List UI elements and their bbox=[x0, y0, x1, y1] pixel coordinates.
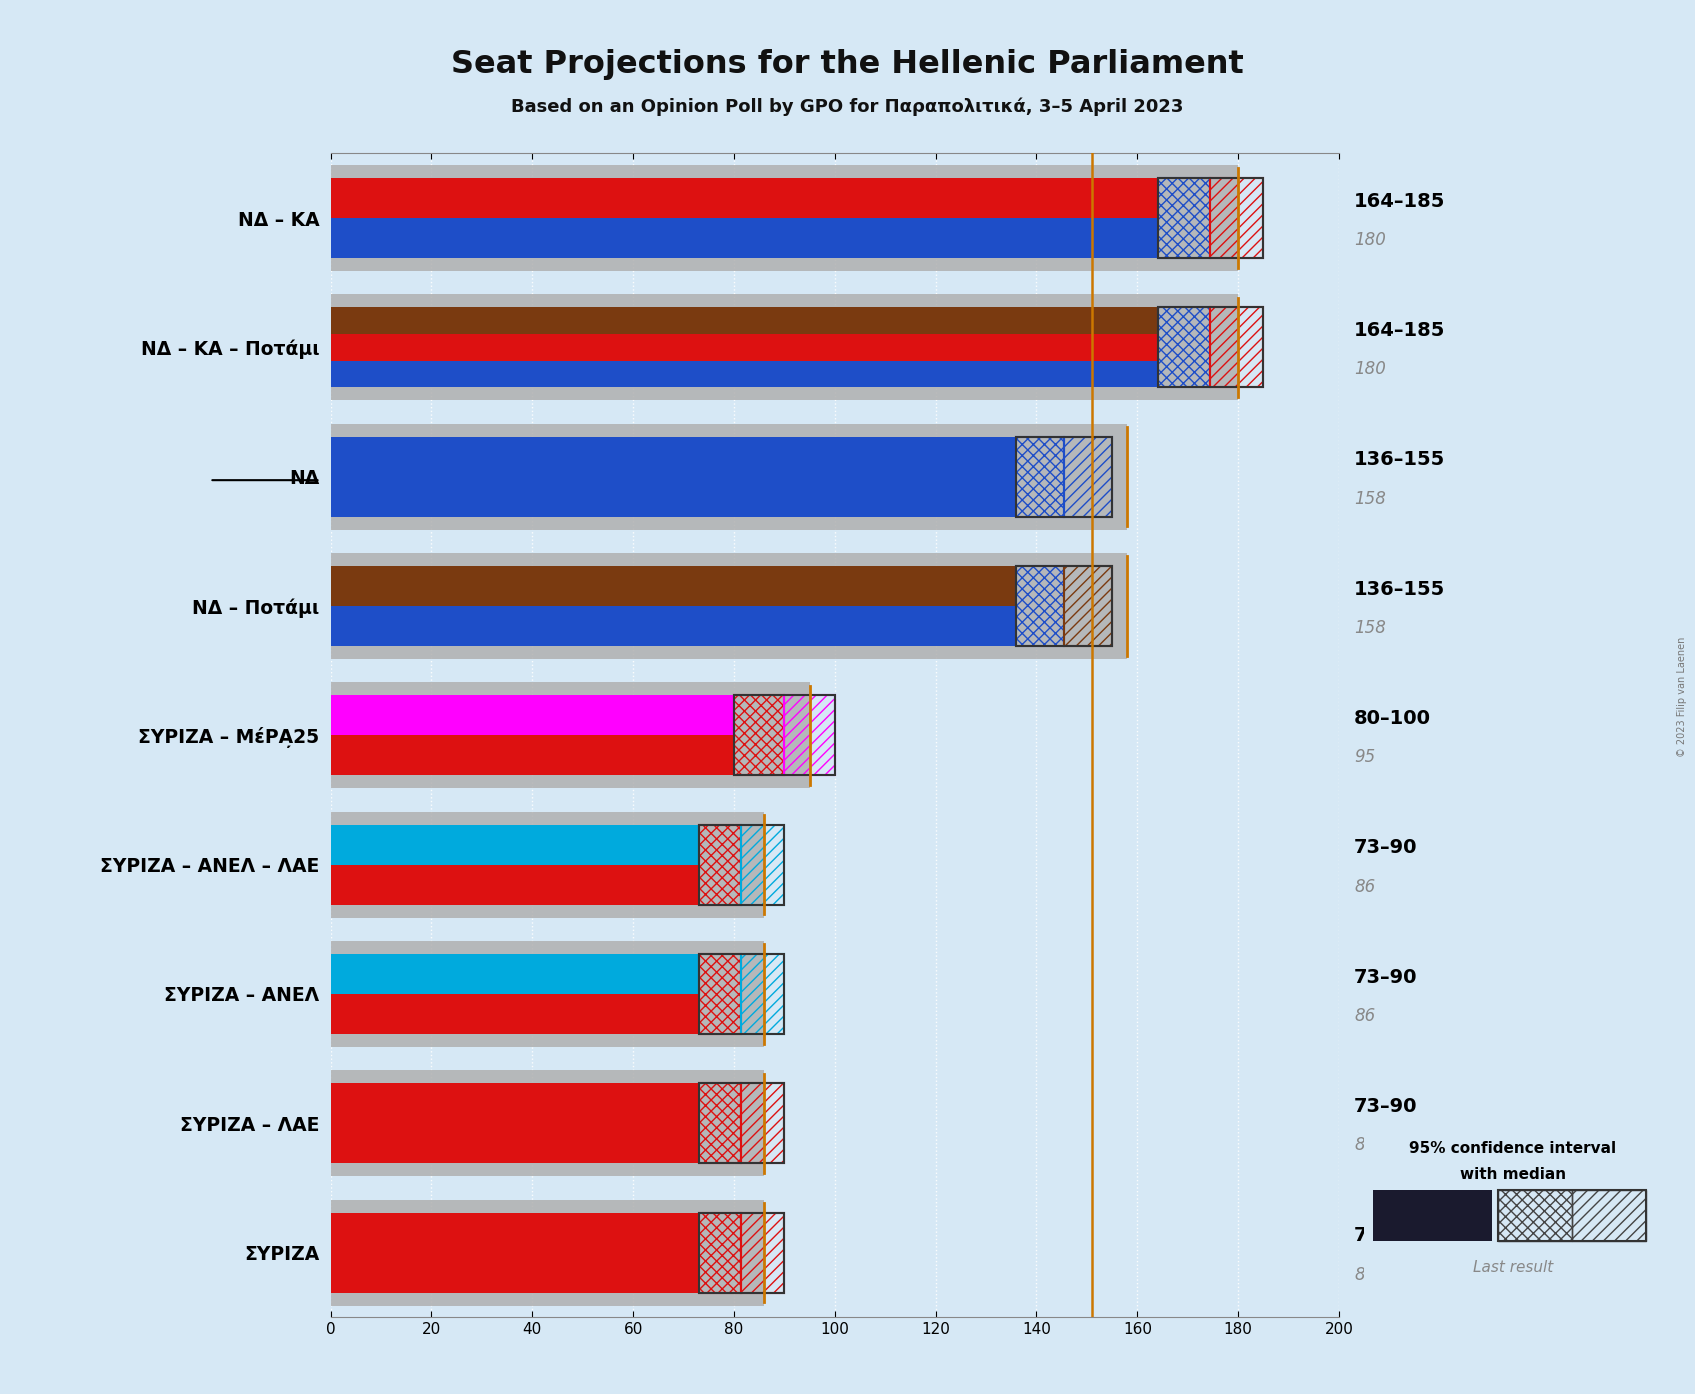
Bar bbox=[1017, 566, 1064, 645]
Bar bbox=[698, 953, 741, 1034]
Bar bbox=[331, 361, 1158, 388]
Bar bbox=[1158, 178, 1210, 258]
Bar bbox=[331, 307, 1158, 335]
Text: 136–155: 136–155 bbox=[1354, 450, 1446, 470]
Bar bbox=[741, 1213, 785, 1292]
Bar bbox=[331, 436, 1017, 517]
Bar bbox=[331, 164, 1237, 270]
Text: 73–90: 73–90 bbox=[1354, 838, 1417, 857]
Bar bbox=[331, 682, 810, 789]
Bar bbox=[741, 825, 785, 905]
Bar bbox=[331, 566, 1017, 606]
Bar bbox=[331, 953, 698, 994]
Text: 164–185: 164–185 bbox=[1354, 321, 1446, 340]
Bar bbox=[331, 1200, 764, 1306]
Text: 86: 86 bbox=[1354, 1006, 1375, 1025]
Bar bbox=[698, 953, 785, 1034]
Bar bbox=[698, 825, 741, 905]
Bar bbox=[1158, 307, 1263, 388]
Text: 136–155: 136–155 bbox=[1354, 580, 1446, 598]
Text: Based on an Opinion Poll by GPO for Παραπολιτικά, 3–5 April 2023: Based on an Opinion Poll by GPO for Παρα… bbox=[512, 98, 1183, 116]
Bar bbox=[331, 424, 1127, 530]
Text: © 2023 Filip van Laenen: © 2023 Filip van Laenen bbox=[1676, 637, 1687, 757]
Text: 73–90: 73–90 bbox=[1354, 1227, 1417, 1245]
Bar bbox=[331, 1213, 698, 1292]
Text: Last result: Last result bbox=[1473, 1260, 1553, 1274]
Bar bbox=[331, 606, 1017, 645]
Bar bbox=[1373, 1190, 1492, 1241]
Bar bbox=[698, 1213, 785, 1292]
Bar bbox=[1064, 566, 1112, 645]
Bar bbox=[1573, 1190, 1646, 1241]
Bar bbox=[331, 1083, 698, 1164]
Bar bbox=[331, 217, 1158, 258]
Bar bbox=[331, 1071, 764, 1177]
Text: 73–90: 73–90 bbox=[1354, 967, 1417, 987]
Bar bbox=[698, 1083, 741, 1164]
Text: 73–90: 73–90 bbox=[1354, 1097, 1417, 1117]
Bar bbox=[1064, 436, 1112, 517]
Text: 86: 86 bbox=[1354, 878, 1375, 896]
Bar bbox=[741, 953, 785, 1034]
Bar bbox=[1498, 1190, 1646, 1241]
Text: 95% confidence interval: 95% confidence interval bbox=[1409, 1140, 1617, 1156]
Bar bbox=[698, 825, 785, 905]
Text: 158: 158 bbox=[1354, 489, 1387, 507]
Bar bbox=[331, 696, 734, 736]
Text: with median: with median bbox=[1459, 1167, 1566, 1182]
Bar bbox=[1158, 307, 1210, 388]
Bar bbox=[734, 696, 834, 775]
Bar bbox=[331, 864, 698, 905]
Bar bbox=[331, 994, 698, 1034]
Bar bbox=[331, 553, 1127, 659]
Bar bbox=[734, 696, 785, 775]
Bar bbox=[1210, 307, 1263, 388]
Text: 180: 180 bbox=[1354, 360, 1387, 378]
Bar bbox=[698, 1083, 785, 1164]
Bar bbox=[331, 736, 734, 775]
Bar bbox=[785, 696, 834, 775]
Bar bbox=[1017, 436, 1112, 517]
Bar bbox=[741, 1083, 785, 1164]
Bar bbox=[1158, 178, 1263, 258]
Bar bbox=[331, 294, 1237, 400]
Bar bbox=[331, 825, 698, 864]
Bar bbox=[331, 941, 764, 1047]
Bar bbox=[331, 178, 1158, 217]
Text: 158: 158 bbox=[1354, 619, 1387, 637]
Text: 86: 86 bbox=[1354, 1266, 1375, 1284]
Bar bbox=[1017, 436, 1064, 517]
Text: 180: 180 bbox=[1354, 231, 1387, 250]
Text: 164–185: 164–185 bbox=[1354, 192, 1446, 210]
Bar bbox=[331, 811, 764, 917]
Text: 95: 95 bbox=[1354, 749, 1375, 767]
Bar bbox=[331, 335, 1158, 361]
Bar bbox=[1210, 178, 1263, 258]
Text: Seat Projections for the Hellenic Parliament: Seat Projections for the Hellenic Parlia… bbox=[451, 49, 1244, 79]
Text: 80–100: 80–100 bbox=[1354, 710, 1431, 728]
Bar bbox=[698, 1213, 741, 1292]
Bar bbox=[1498, 1190, 1573, 1241]
Text: 86: 86 bbox=[1354, 1136, 1375, 1154]
Bar bbox=[1017, 566, 1112, 645]
